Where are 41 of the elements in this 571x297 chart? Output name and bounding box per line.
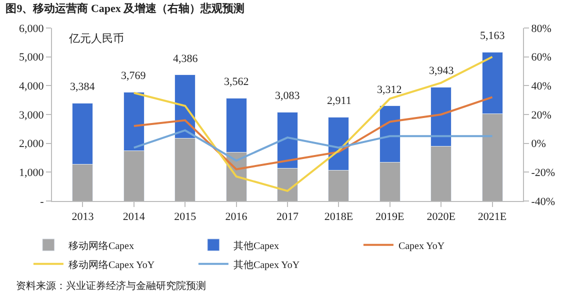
x-tick-label: 2019E	[376, 211, 405, 224]
total-label: 3,384	[70, 81, 96, 93]
total-label: 4,386	[173, 53, 198, 65]
legend-label: Capex YoY	[398, 240, 445, 252]
y-tick-label: 3,000	[19, 109, 44, 122]
x-tick-label: 2015	[174, 211, 197, 224]
y-tick-label: 2,000	[19, 138, 44, 150]
y2-tick-label: -20%	[531, 167, 556, 180]
x-tick-label: 2017	[276, 211, 299, 224]
x-tick-label: 2013	[72, 211, 94, 224]
total-label: 3,943	[429, 65, 454, 77]
y-tick-label: 5,000	[19, 52, 44, 64]
total-label: 3,769	[121, 70, 146, 82]
total-label: 3,083	[275, 90, 300, 102]
total-label: 2,911	[327, 95, 352, 107]
y2-tick-label: 20%	[531, 109, 552, 122]
total-label: 5,163	[480, 30, 506, 42]
total-label: 3,312	[377, 84, 402, 96]
y-tick-label: 4,000	[19, 80, 44, 93]
annotation: 亿元人民币	[68, 32, 124, 45]
y2-tick-label: 60%	[531, 52, 552, 64]
legend-label: 移动网络Capex YoY	[68, 258, 155, 271]
total-label: 3,562	[224, 76, 249, 88]
x-tick-label: 2018E	[324, 211, 354, 224]
x-tick-label: 2021E	[478, 211, 507, 224]
y-tick-label: 6,000	[19, 22, 44, 35]
line-series	[132, 129, 494, 162]
y-tick-label: 1,000	[19, 167, 44, 180]
y2-tick-label: 80%	[531, 22, 552, 35]
y2-tick-label: 40%	[531, 80, 552, 93]
y2-tick-label: -40%	[531, 196, 556, 208]
text: 资料来源：兴业证券经济与金融研究院预测	[16, 280, 206, 292]
y2-tick-label: 0%	[531, 138, 546, 150]
legend-label: 其他Capex YoY	[233, 258, 300, 271]
chart-title: 图9、移动运营商 Capex 及增速（右轴）悲观预测	[6, 2, 245, 16]
x-tick-label: 2014	[122, 211, 146, 224]
legend-label: 其他Capex	[233, 240, 279, 252]
legend-label: 移动网络Capex	[68, 240, 134, 252]
x-tick-label: 2016	[225, 211, 248, 224]
y-tick-label: -	[40, 196, 44, 208]
x-tick-label: 2020E	[426, 211, 456, 224]
